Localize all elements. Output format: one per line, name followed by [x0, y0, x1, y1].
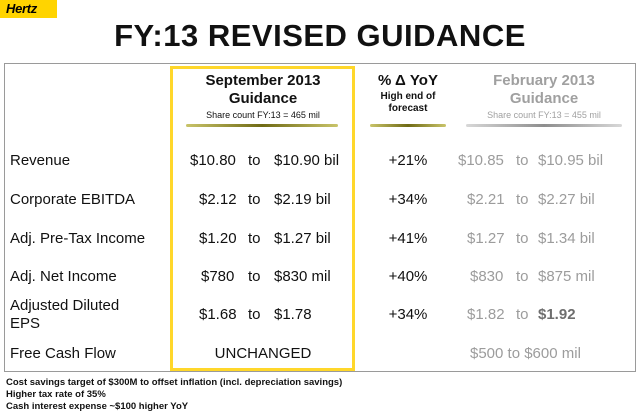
sep-header-line1: September 2013 [205, 72, 321, 89]
ebitda-yoy: +34% [388, 191, 428, 208]
pretax-feb-low: $1.27 [467, 230, 505, 247]
feb-header-line1: February 2013 [493, 72, 595, 89]
revenue-sep-high: $10.90 bil [274, 152, 340, 169]
feb-header-line2: Guidance [509, 90, 579, 107]
september-highlight-box [170, 66, 355, 371]
net-income-sep-low: $780 [201, 268, 235, 285]
sep-column-header: September 2013 Guidance Share count FY:1… [176, 71, 350, 121]
footnote-cost-savings: Cost savings target of $300M to offset i… [6, 377, 343, 388]
footnote-interest: Cash interest expense ~$100 higher YoY [6, 401, 189, 412]
sep-header-underline [186, 124, 338, 127]
ebitda-sep-to: to [248, 191, 261, 208]
revenue-sep-low: $10.80 [190, 152, 236, 169]
net-income-feb-low: $830 [470, 268, 504, 285]
net-income-sep-high: $830 mil [274, 268, 331, 285]
pretax-sep-to: to [248, 230, 261, 247]
ebitda-sep-high: $2.19 bil [274, 191, 331, 208]
ebitda-feb-low: $2.21 [467, 191, 505, 208]
eps-feb-low: $1.82 [467, 306, 505, 323]
row-label-net-income: Adj. Net Income [10, 268, 117, 285]
feb-share-count: Share count FY:13 = 455 mil [487, 110, 601, 120]
eps-sep-to: to [248, 306, 261, 323]
sep-share-count: Share count FY:13 = 465 mil [206, 110, 320, 120]
sep-header-line2: Guidance [228, 90, 298, 107]
feb-header-underline [466, 124, 622, 127]
yoy-column-header: % Δ YoY High end of forecast [362, 71, 454, 115]
eps-label-line2: EPS [10, 315, 41, 332]
yoy-header-line3: forecast [388, 103, 428, 114]
fcf-sep-value: UNCHANGED [214, 345, 312, 362]
row-label-eps: Adjusted Diluted EPS [10, 297, 119, 333]
revenue-feb-high: $10.95 bil [538, 152, 604, 169]
pretax-feb-high: $1.34 bil [538, 230, 595, 247]
eps-feb-high: $1.92 [538, 306, 576, 323]
revenue-feb-to: to [516, 152, 529, 169]
pretax-sep-high: $1.27 bil [274, 230, 331, 247]
row-label-pretax: Adj. Pre-Tax Income [10, 230, 146, 247]
feb-column-header: February 2013 Guidance Share count FY:13… [460, 71, 628, 121]
pretax-sep-low: $1.20 [199, 230, 237, 247]
net-income-yoy: +40% [388, 268, 428, 285]
net-income-sep-to: to [248, 268, 261, 285]
revenue-feb-low: $10.85 [458, 152, 504, 169]
slide-title: FY:13 REVISED GUIDANCE [114, 18, 526, 53]
pretax-yoy: +41% [388, 230, 428, 247]
footnote-tax-rate: Higher tax rate of 35% [6, 389, 106, 400]
guidance-table [4, 63, 636, 372]
net-income-feb-to: to [516, 268, 529, 285]
eps-yoy: +34% [388, 306, 428, 323]
footnotes: Cost savings target of $300M to offset i… [6, 377, 342, 413]
yoy-header-line1: % Δ YoY [378, 72, 438, 89]
logo-text: Hertz [6, 1, 38, 16]
hertz-logo: Hertz [0, 0, 57, 18]
row-label-fcf: Free Cash Flow [10, 345, 116, 362]
ebitda-feb-high: $2.27 bil [538, 191, 595, 208]
eps-label-line1: Adjusted Diluted [10, 297, 120, 314]
yoy-header-underline [370, 124, 446, 127]
ebitda-feb-to: to [516, 191, 529, 208]
eps-sep-low: $1.68 [199, 306, 237, 323]
row-label-ebitda: Corporate EBITDA [10, 191, 136, 208]
eps-sep-high: $1.78 [274, 306, 312, 323]
row-label-revenue: Revenue [10, 152, 71, 169]
net-income-feb-high: $875 mil [538, 268, 595, 285]
yoy-header-line2: High end of [380, 91, 436, 102]
ebitda-sep-low: $2.12 [199, 191, 237, 208]
revenue-yoy: +21% [388, 152, 428, 169]
eps-feb-to: to [516, 306, 529, 323]
fcf-feb-value: $500 to $600 mil [470, 345, 581, 362]
revenue-sep-to: to [248, 152, 261, 169]
pretax-feb-to: to [516, 230, 529, 247]
